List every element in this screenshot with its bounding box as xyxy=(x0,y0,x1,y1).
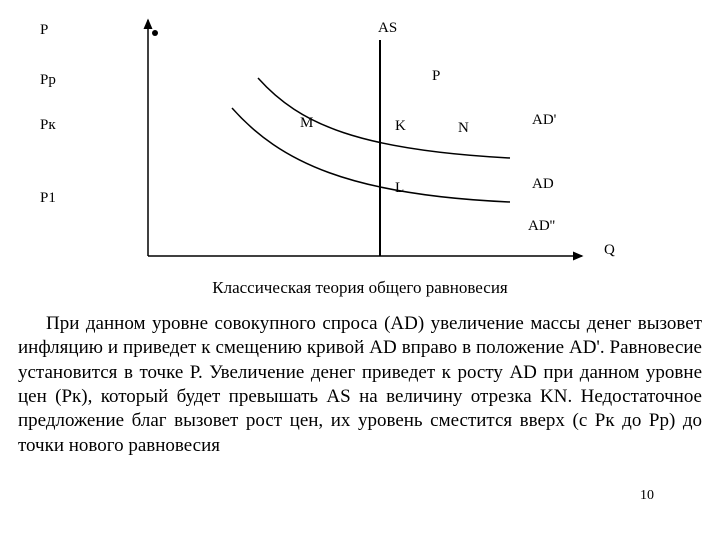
point-m: M xyxy=(300,115,313,132)
body-paragraph: При данном уровне совокупного спроса (АD… xyxy=(0,312,720,458)
y-label-pk: Рк xyxy=(40,117,56,134)
y-label-pp: Рр xyxy=(40,72,56,89)
axis-dot xyxy=(152,30,158,36)
point-p: P xyxy=(432,68,440,85)
ad-double-label: АD'' xyxy=(528,218,555,235)
as-label: АS xyxy=(378,20,397,37)
point-n: N xyxy=(458,120,469,137)
point-l: L xyxy=(395,180,404,197)
chart-container: Р Q Рр Рк Р1 АS АD' АD АD'' M K N P L xyxy=(0,0,720,290)
ad-prime-label: АD' xyxy=(532,112,556,129)
point-k: K xyxy=(395,118,406,135)
y-axis-label: Р xyxy=(40,22,48,39)
ad-prime-curve xyxy=(258,78,510,158)
paragraph-text: При данном уровне совокупного спроса (АD… xyxy=(18,312,702,458)
ad-label: АD xyxy=(532,176,554,193)
y-label-p1: Р1 xyxy=(40,190,56,207)
x-axis-label: Q xyxy=(604,242,615,259)
page-number: 10 xyxy=(640,488,654,504)
